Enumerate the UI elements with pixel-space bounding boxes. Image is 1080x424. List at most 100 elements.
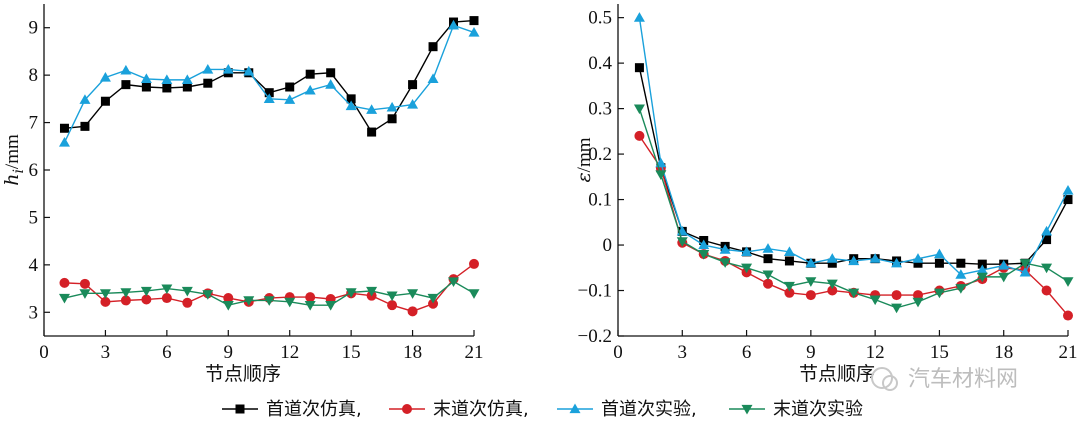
- left-data-point: [203, 78, 213, 88]
- right-series-0: [634, 63, 1073, 269]
- right-data-point: [934, 258, 944, 268]
- left-data-point: [58, 136, 70, 147]
- left-data-point: [448, 277, 460, 287]
- left-data-point: [284, 94, 296, 104]
- left-data-point: [243, 65, 255, 76]
- left-data-point: [263, 296, 275, 306]
- right-data-point: [826, 279, 838, 290]
- right-chart: 0 3 6 9 12 15 18 21 −0.2 −0.1 0 0.1 0.2 0.3 0.4 0.5 节点顺序…: [573, 4, 1078, 385]
- left-data-point: [428, 42, 438, 52]
- left-data-point: [468, 289, 480, 299]
- left-data-point: [366, 286, 378, 297]
- left-data-point: [182, 297, 193, 308]
- legend-item: 首道次仿真,: [222, 399, 362, 420]
- legend-label: 末道次仿真,: [433, 399, 529, 420]
- right-data-point: [998, 272, 1010, 283]
- left-x-tick-label: 18: [403, 342, 422, 363]
- left-data-point: [79, 289, 91, 299]
- left-data-point: [120, 288, 132, 298]
- right-data-point: [805, 257, 817, 268]
- left-data-point: [305, 292, 316, 303]
- left-series-1: [59, 258, 479, 317]
- left-y-tick-label: 4: [29, 255, 39, 276]
- left-data-point: [386, 101, 398, 112]
- left-data-point: [366, 104, 378, 114]
- left-data-point: [100, 96, 110, 106]
- right-y-tick-label: −0.2: [578, 326, 612, 347]
- right-y-tick-label: 0.3: [588, 99, 612, 120]
- left-data-point: [141, 294, 152, 305]
- left-data-point: [120, 295, 131, 306]
- left-data-point: [448, 19, 460, 30]
- watermark-icon: [871, 367, 898, 391]
- right-data-point: [1041, 225, 1053, 236]
- left-y-tick-label: 9: [29, 18, 39, 39]
- right-y-axis-unit: /mm: [574, 137, 595, 172]
- left-data-point: [58, 293, 70, 304]
- right-x-tick-label: 21: [1059, 342, 1078, 363]
- right-data-point: [1063, 310, 1073, 321]
- left-series-0: [59, 16, 479, 137]
- left-data-point: [202, 290, 214, 300]
- left-data-point: [367, 127, 377, 137]
- right-data-point: [1063, 195, 1073, 205]
- left-data-point: [386, 291, 398, 302]
- right-data-point: [719, 244, 731, 254]
- left-y-tick-label: 6: [29, 160, 39, 181]
- right-data-point: [741, 263, 753, 274]
- right-y-tick-label: 0.5: [588, 8, 612, 29]
- left-data-point: [285, 82, 295, 92]
- right-data-point: [869, 253, 881, 263]
- legend: 首道次仿真, 末道次仿真, 首道次实验, 末道次实验: [222, 399, 863, 420]
- right-data-point: [634, 130, 645, 141]
- right-data-point: [933, 248, 945, 259]
- left-x-tick-label: 6: [162, 342, 172, 363]
- right-data-point: [698, 239, 710, 250]
- right-data-point: [933, 288, 945, 299]
- left-data-point: [325, 301, 337, 311]
- right-data-point: [955, 284, 967, 294]
- right-data-point: [762, 243, 774, 253]
- right-data-point: [912, 253, 924, 263]
- right-data-point: [869, 295, 881, 306]
- right-data-point: [955, 269, 967, 279]
- left-data-point: [326, 68, 336, 78]
- right-y-tick-label: 0: [603, 235, 613, 256]
- legend-marker: [569, 403, 581, 414]
- right-data-point: [848, 255, 860, 266]
- left-data-point: [222, 301, 234, 311]
- left-x-tick-label: 9: [224, 342, 234, 363]
- left-data-point: [264, 88, 274, 98]
- legend-marker: [235, 404, 245, 414]
- right-data-point: [912, 297, 924, 308]
- left-data-point: [284, 297, 296, 308]
- right-data-point: [1019, 266, 1031, 277]
- left-data-point: [59, 123, 69, 133]
- right-data-point: [956, 258, 966, 268]
- right-data-point: [676, 237, 688, 247]
- right-data-point: [1041, 285, 1052, 296]
- left-data-point: [161, 293, 172, 304]
- left-data-point: [304, 301, 316, 311]
- right-x-axis-label: 节点顺序: [799, 363, 875, 385]
- right-data-point: [784, 256, 794, 266]
- left-data-point: [222, 63, 234, 74]
- left-data-point: [99, 289, 111, 299]
- left-series-2: [58, 19, 480, 147]
- left-x-axis-label: 节点顺序: [205, 363, 281, 385]
- right-data-point: [763, 254, 773, 264]
- right-data-point: [1062, 277, 1074, 287]
- left-data-point: [100, 296, 111, 307]
- left-data-point: [408, 80, 418, 90]
- right-data-point: [976, 272, 988, 283]
- left-data-point: [407, 99, 419, 109]
- left-data-point: [346, 94, 356, 104]
- right-data-point: [1062, 184, 1074, 195]
- left-x-tick-label: 3: [101, 342, 111, 363]
- left-data-point: [141, 82, 151, 92]
- left-data-point: [181, 74, 193, 85]
- left-data-point: [427, 73, 439, 84]
- right-data-point: [976, 264, 988, 275]
- right-data-point: [633, 12, 645, 22]
